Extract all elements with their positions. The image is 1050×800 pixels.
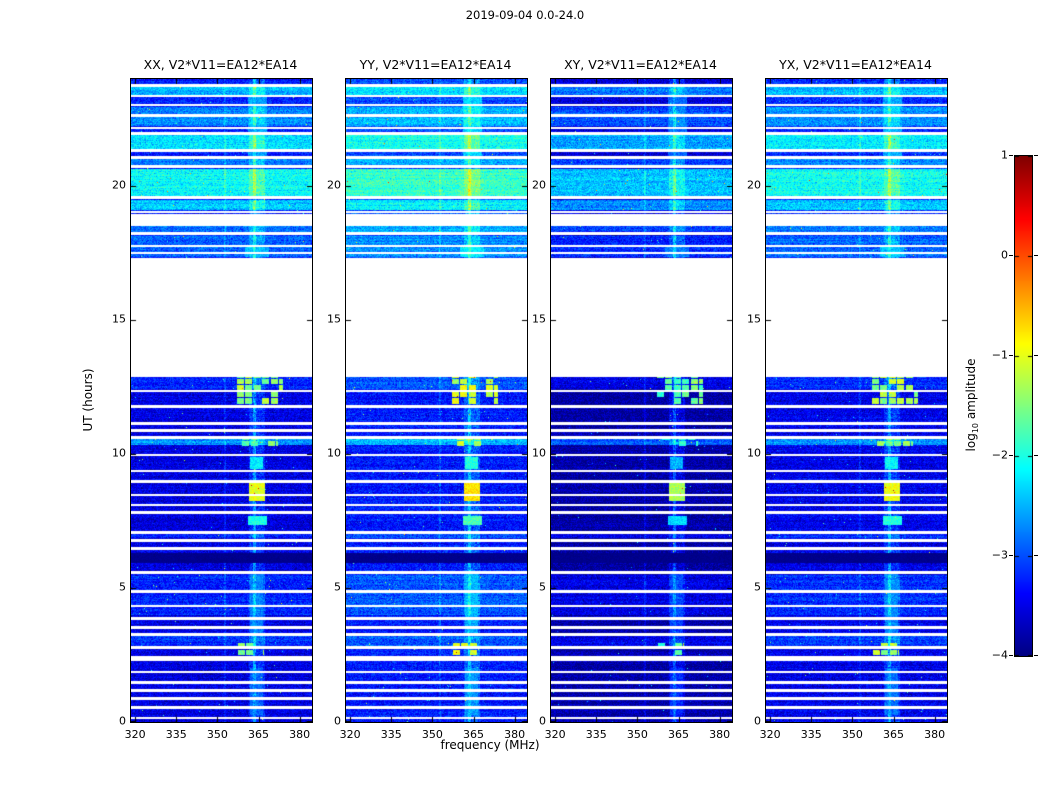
y-tick-label: 20 <box>327 178 341 192</box>
y-tick-label: 15 <box>112 312 126 326</box>
colorbar-tick-label: 0 <box>1001 248 1008 262</box>
y-tick-label: 15 <box>747 312 761 326</box>
y-tick-label: 5 <box>754 580 761 594</box>
colorbar-tick-dash <box>1034 455 1038 456</box>
y-tick-label: 10 <box>327 446 341 460</box>
colorbar-tick-dash <box>1034 655 1038 656</box>
colorbar-label-prefix: log <box>963 433 978 452</box>
x-tick-label: 350 <box>841 728 863 741</box>
colorbar-tick-dash <box>1034 555 1038 556</box>
x-tick-label: 320 <box>124 728 146 741</box>
panel-title-xy: XY, V2*V11=EA12*EA14 <box>564 57 717 72</box>
colorbar-label-suffix: amplitude <box>963 358 978 423</box>
colorbar-label-sub: 10 <box>971 422 981 434</box>
x-tick-label: 380 <box>289 728 311 741</box>
colorbar-tick-dash <box>1009 255 1013 256</box>
colorbar-tick-dash <box>1034 355 1038 356</box>
y-tick-label: 0 <box>334 714 341 728</box>
spectrogram-panel-yy <box>345 78 528 723</box>
y-tick-label: 0 <box>539 714 546 728</box>
panel-title-yy: YY, V2*V11=EA12*EA14 <box>359 57 512 72</box>
x-tick-label: 380 <box>709 728 731 741</box>
x-tick-label: 365 <box>668 728 690 741</box>
x-tick-label: 365 <box>463 728 485 741</box>
spectrogram-panel-yx <box>765 78 948 723</box>
y-tick-label: 5 <box>334 580 341 594</box>
x-tick-label: 320 <box>544 728 566 741</box>
spectrogram-panel-xx <box>130 78 313 723</box>
x-tick-label: 350 <box>206 728 228 741</box>
panel-title-yx: YX, V2*V11=EA12*EA14 <box>779 57 932 72</box>
figure-title: 2019-09-04 0.0-24.0 <box>465 8 585 22</box>
x-tick-label: 335 <box>585 728 607 741</box>
colorbar-tick-dash <box>1009 655 1013 656</box>
y-tick-label: 20 <box>112 178 126 192</box>
y-tick-label: 10 <box>532 446 546 460</box>
colorbar-tick-label: 1 <box>1001 148 1008 162</box>
x-tick-label: 335 <box>800 728 822 741</box>
x-tick-label: 320 <box>339 728 361 741</box>
x-axis-label: frequency (MHz) <box>440 738 540 752</box>
colorbar-label: log10 amplitude <box>964 359 980 452</box>
x-tick-label: 380 <box>924 728 946 741</box>
colorbar-tick-label: −1 <box>991 348 1008 362</box>
colorbar-tick-dash <box>1034 155 1038 156</box>
y-tick-label: 15 <box>532 312 546 326</box>
x-tick-label: 320 <box>759 728 781 741</box>
y-tick-label: 5 <box>539 580 546 594</box>
colorbar-tick-dash <box>1034 255 1038 256</box>
colorbar-tick-label: −3 <box>991 548 1008 562</box>
colorbar-tick-dash <box>1009 555 1013 556</box>
colorbar-tick-dash <box>1009 155 1013 156</box>
y-tick-label: 10 <box>747 446 761 460</box>
colorbar-tick-dash <box>1009 455 1013 456</box>
y-tick-label: 10 <box>112 446 126 460</box>
x-tick-label: 365 <box>248 728 270 741</box>
colorbar-gradient <box>1014 155 1033 657</box>
colorbar-tick-label: −4 <box>991 648 1008 662</box>
y-axis-label: UT (hours) <box>81 368 95 432</box>
y-tick-label: 5 <box>119 580 126 594</box>
y-tick-label: 0 <box>119 714 126 728</box>
y-tick-label: 0 <box>754 714 761 728</box>
x-tick-label: 380 <box>504 728 526 741</box>
x-tick-label: 335 <box>165 728 187 741</box>
spectrogram-panel-xy <box>550 78 733 723</box>
colorbar-tick-label: −2 <box>991 448 1008 462</box>
colorbar-tick-dash <box>1009 355 1013 356</box>
y-tick-label: 15 <box>327 312 341 326</box>
x-tick-label: 335 <box>380 728 402 741</box>
x-tick-label: 350 <box>626 728 648 741</box>
x-tick-label: 350 <box>421 728 443 741</box>
y-tick-label: 20 <box>532 178 546 192</box>
panel-title-xx: XX, V2*V11=EA12*EA14 <box>143 57 298 72</box>
y-tick-label: 20 <box>747 178 761 192</box>
x-tick-label: 365 <box>883 728 905 741</box>
